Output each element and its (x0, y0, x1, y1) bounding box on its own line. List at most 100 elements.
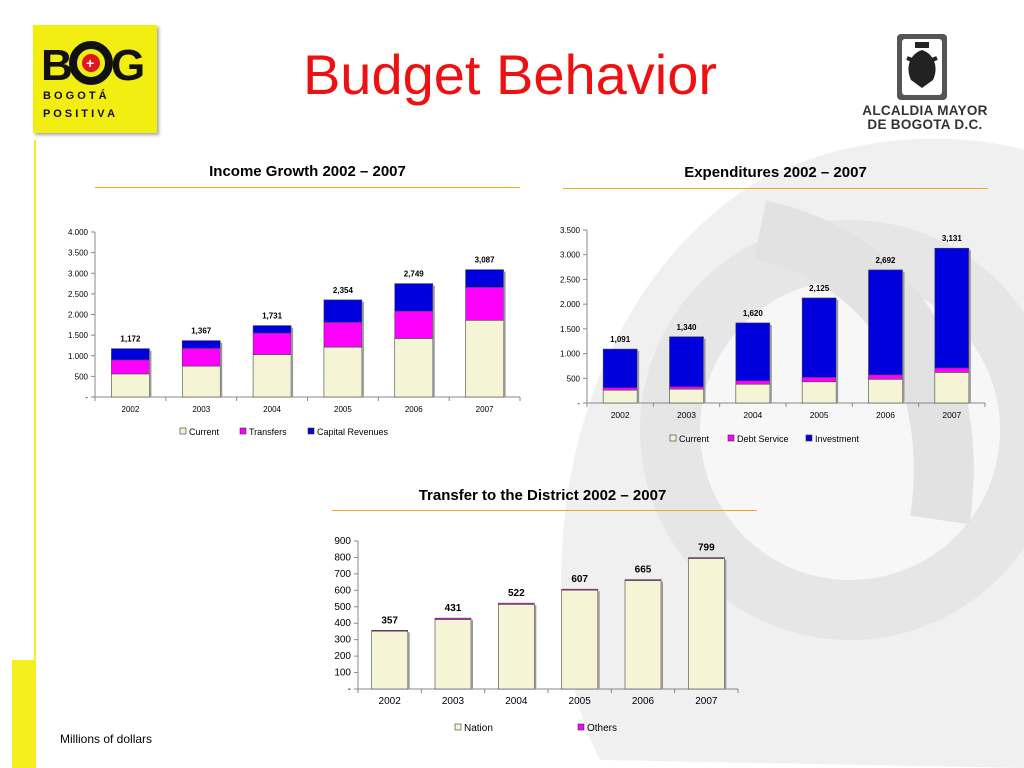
bar-segment (735, 380, 771, 385)
x-tick-label: 2004 (505, 696, 528, 707)
bar-segment (934, 367, 970, 373)
legend-swatch (307, 427, 315, 435)
x-tick-label: 2002 (611, 410, 630, 420)
bar-segment (371, 629, 408, 632)
bar-segment (394, 338, 434, 398)
bar-total-label: 357 (381, 615, 398, 626)
bar-total-label: 3,131 (942, 234, 963, 243)
bar-segment (181, 348, 221, 367)
bar-shadow (149, 350, 152, 397)
y-tick-label: 3.500 (560, 226, 581, 235)
bogota-positiva-logo: B + G B O G O T Á P O S I T I V A (33, 25, 157, 133)
transfer-chart: - 100 200 300 400 500 600 700 800 900 357 2002 431 20… (334, 536, 739, 734)
legend-label: Others (587, 723, 617, 734)
y-tick-label: 2.000 (68, 311, 89, 320)
legend-swatch (669, 434, 677, 442)
bar-segment (111, 348, 150, 361)
bar-total-label: 1,340 (676, 323, 697, 332)
bar-segment (394, 283, 434, 312)
bar-shadow (769, 324, 772, 403)
x-tick-label: 2006 (876, 410, 895, 420)
bar-segment (252, 354, 292, 398)
bar-total-label: 3,087 (475, 256, 496, 265)
bar-shadow (724, 559, 727, 689)
bar-total-label: 799 (698, 543, 715, 554)
bar-shadow (361, 301, 364, 397)
bar-total-label: 2,749 (404, 270, 425, 279)
x-tick-label: 2002 (122, 405, 140, 414)
bar-segment (801, 376, 837, 383)
y-tick-label: 300 (334, 635, 351, 646)
bar-segment (252, 325, 292, 334)
legend-swatch (239, 427, 247, 435)
bar-shadow (597, 591, 600, 689)
bar-shadow (968, 250, 971, 403)
bar-shadow (503, 271, 506, 397)
y-tick-label: 4.000 (68, 228, 89, 237)
expenditures-chart: - 500 1.000 1.500 2.000 2.500 3.000 3.500 1,091 2… (560, 226, 986, 444)
bar-total-label: 1,367 (191, 327, 212, 336)
bar-total-label: 607 (571, 574, 588, 585)
bar-segment (561, 589, 598, 690)
bar-segment (394, 310, 434, 339)
bar-total-label: 1,620 (743, 309, 764, 318)
income-chart: - 500 1.000 1.500 2.000 2.500 3.000 3.500 4.000 1… (68, 228, 521, 437)
legend-label: Debt Service (737, 434, 789, 444)
bar-total-label: 665 (635, 565, 652, 576)
bar-segment (624, 579, 662, 581)
legend-label: Current (189, 427, 220, 437)
logo-line1: B O G O T Á (43, 89, 107, 102)
bar-segment (465, 286, 504, 321)
y-tick-label: 3.000 (560, 251, 581, 260)
bar-segment (801, 381, 837, 404)
legend-label: Transfers (249, 427, 287, 437)
y-tick-label: - (348, 684, 351, 695)
bar-segment (688, 557, 725, 559)
y-tick-label: 3.000 (68, 269, 89, 278)
bar-total-label: 2,354 (333, 286, 354, 295)
bar-segment (868, 374, 903, 380)
bar-total-label: 1,731 (262, 312, 283, 321)
y-tick-label: 800 (334, 552, 351, 563)
x-tick-label: 2006 (405, 405, 423, 414)
bar-shadow (407, 632, 410, 689)
legend-swatch (577, 723, 585, 731)
bar-segment (669, 388, 704, 404)
bar-shadow (291, 327, 294, 397)
x-tick-label: 2005 (569, 696, 592, 707)
y-tick-label: 2.500 (560, 275, 581, 284)
income-chart-title: Income Growth 2002 – 2007 (209, 163, 406, 180)
bar-segment (934, 372, 970, 404)
x-tick-label: 2005 (334, 405, 352, 414)
y-tick-label: 1.500 (560, 325, 581, 334)
bar-total-label: 522 (508, 588, 525, 599)
expend-title-rule (563, 188, 988, 189)
bar-segment (602, 348, 638, 388)
alcaldia-name: ALCALDIA MAYOR DE BOGOTA D.C. (845, 104, 1005, 132)
x-tick-label: 2007 (695, 696, 718, 707)
bar-segment (669, 386, 704, 390)
bar-total-label: 431 (445, 603, 462, 614)
bar-segment (371, 630, 408, 690)
bar-segment (434, 619, 472, 690)
bar-shadow (471, 620, 473, 689)
units-note: Millions of dollars (60, 732, 153, 746)
left-accent-line (34, 140, 36, 768)
legend-label: Nation (464, 723, 493, 734)
page-title: Budget Behavior (302, 43, 718, 106)
bar-segment (669, 336, 704, 387)
bar-segment (561, 588, 598, 591)
bar-total-label: 2,125 (809, 284, 830, 293)
bar-segment (465, 319, 504, 398)
y-tick-label: 2.000 (560, 300, 581, 309)
bar-shadow (661, 581, 663, 689)
legend-label: Investment (815, 434, 860, 444)
bar-shadow (534, 605, 537, 689)
y-tick-label: 1.000 (68, 352, 89, 361)
bar-segment (323, 346, 363, 398)
x-tick-label: 2003 (677, 410, 696, 420)
y-tick-label: 400 (334, 618, 351, 629)
x-tick-label: 2003 (442, 696, 465, 707)
y-tick-label: 500 (334, 602, 351, 613)
y-tick-label: 900 (334, 536, 351, 547)
